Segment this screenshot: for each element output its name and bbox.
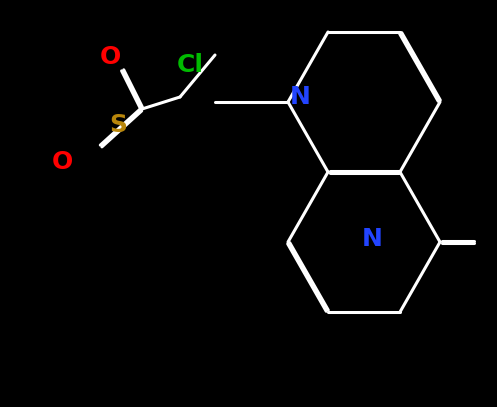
Text: O: O (99, 45, 121, 69)
Text: S: S (109, 113, 127, 137)
Text: Cl: Cl (176, 53, 203, 77)
Text: N: N (290, 85, 311, 109)
Text: N: N (361, 227, 382, 251)
Text: O: O (51, 150, 73, 174)
